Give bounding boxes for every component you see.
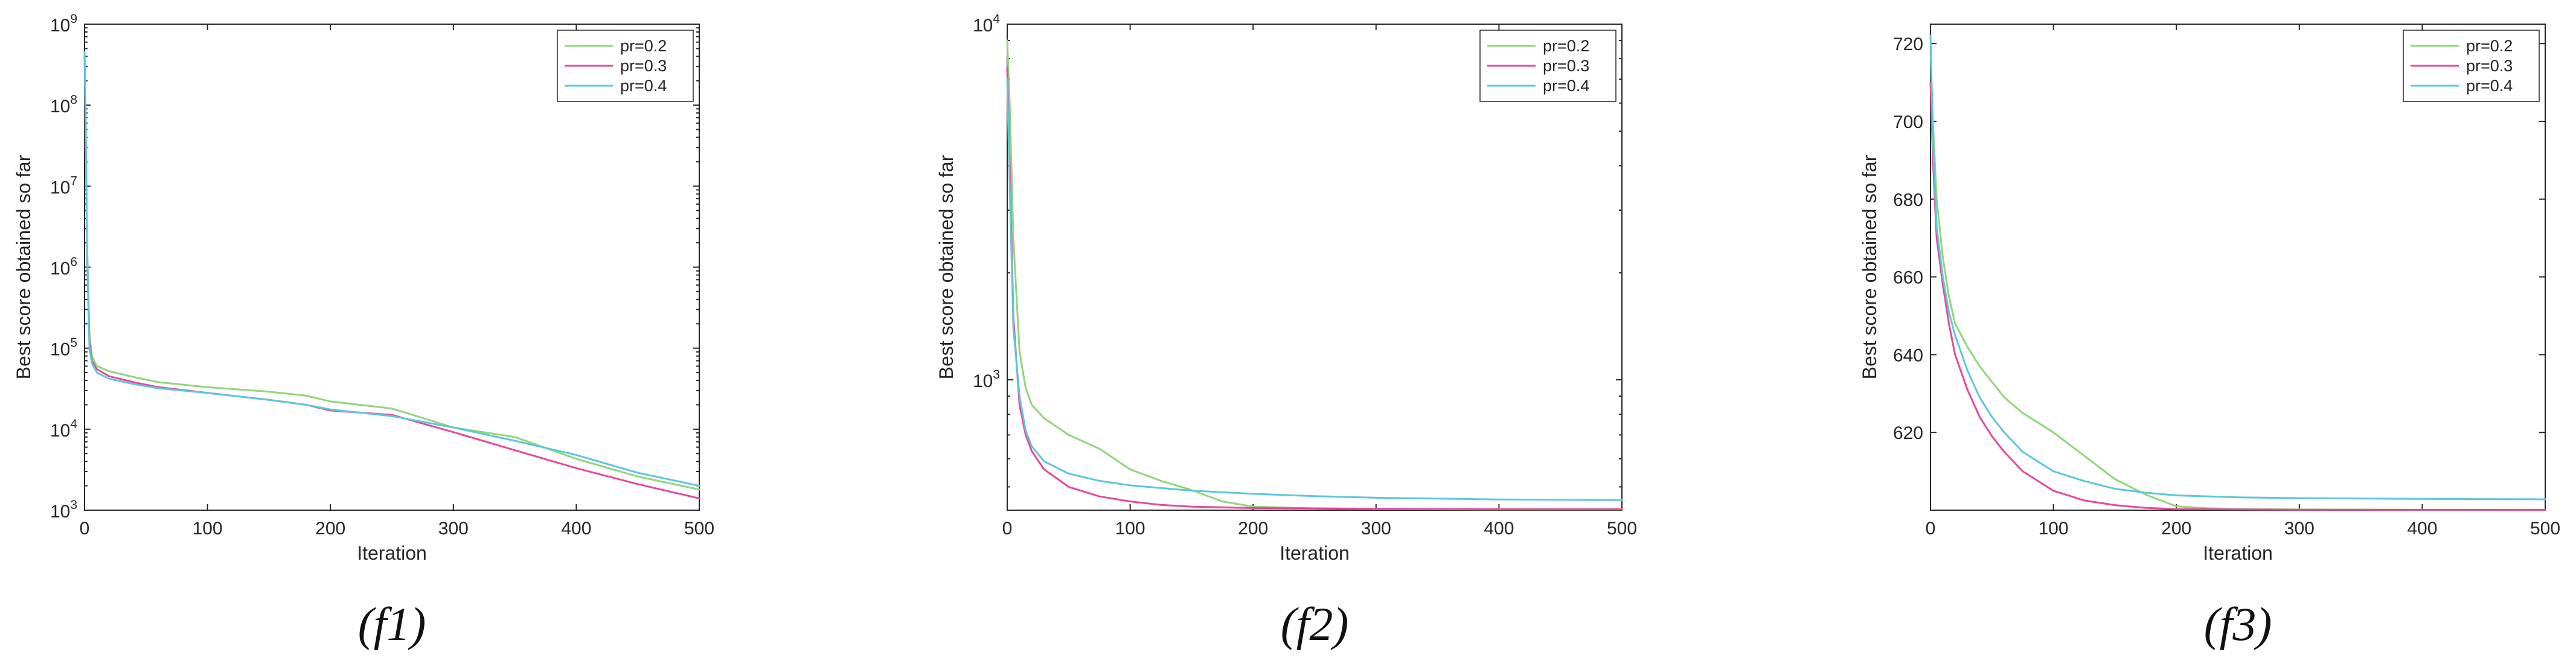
y-tick-label: 700 — [1893, 112, 1923, 132]
x-tick-label: 0 — [1002, 519, 1013, 539]
x-tick-label: 0 — [80, 519, 90, 539]
y-tick-label: 104 — [973, 12, 1000, 36]
y-tick-label: 680 — [1893, 190, 1923, 210]
y-tick-exponent: 4 — [993, 12, 1000, 26]
chart-panel-3: 0 100 200 300 400 500 620 640 660 680 700 720 Iterat… — [1859, 24, 2560, 650]
y-tick-exponent: 5 — [70, 336, 77, 350]
series-line-pr=0.3 — [1929, 82, 2546, 511]
panel-caption: (f2) — [1281, 598, 1349, 650]
legend-label: pr=0.3 — [1543, 57, 1589, 75]
y-tick-exponent: 4 — [70, 417, 77, 431]
x-tick-label: 200 — [315, 519, 345, 539]
plot-area — [1007, 24, 1623, 511]
legend-label: pr=0.4 — [620, 77, 667, 95]
series-line-pr=0.2 — [83, 51, 700, 491]
x-tick-label: 300 — [2284, 519, 2315, 539]
y-tick-label: 105 — [50, 336, 77, 360]
y-tick-exponent: 8 — [70, 93, 77, 107]
y-axis-label: Best score obtained so far — [1859, 155, 1880, 379]
y-tick-base: 10 — [50, 421, 70, 441]
legend-label: pr=0.3 — [620, 57, 667, 75]
series-line-pr=0.4 — [1929, 34, 2546, 501]
y-tick-exponent: 3 — [70, 498, 77, 512]
legend-label: pr=0.2 — [1543, 37, 1589, 55]
legend-label: pr=0.2 — [620, 37, 667, 55]
y-tick-base: 10 — [973, 16, 993, 36]
x-axis-label: Iteration — [2203, 542, 2273, 564]
y-tick-exponent: 6 — [70, 255, 77, 269]
x-tick-label: 100 — [2039, 519, 2069, 539]
series-line-pr=0.2 — [1929, 50, 2546, 511]
y-tick-base: 10 — [50, 340, 70, 360]
y-tick-label: 103 — [973, 368, 1000, 391]
y-tick-label: 620 — [1893, 423, 1923, 443]
x-tick-label: 300 — [438, 519, 469, 539]
y-tick-base: 10 — [50, 259, 70, 279]
y-tick-label: 103 — [50, 498, 77, 522]
x-tick-label: 100 — [193, 519, 223, 539]
x-axis-label: Iteration — [1280, 542, 1350, 564]
y-tick-base: 10 — [50, 178, 70, 197]
x-axis-label: Iteration — [357, 542, 427, 564]
y-tick-base: 10 — [973, 371, 993, 391]
legend-label: pr=0.2 — [2466, 37, 2513, 55]
legend: pr=0.2 pr=0.3 pr=0.4 — [1479, 30, 1616, 102]
panel-caption: (f3) — [2204, 598, 2272, 650]
legend: pr=0.2 pr=0.3 pr=0.4 — [2403, 30, 2540, 102]
y-tick-label: 106 — [50, 255, 77, 279]
x-tick-label: 500 — [2530, 519, 2560, 539]
y-tick-exponent: 3 — [993, 368, 1000, 382]
x-tick-label: 500 — [684, 519, 714, 539]
series-line-pr=0.4 — [83, 51, 700, 487]
x-tick-label: 500 — [1607, 519, 1637, 539]
y-tick-label: 660 — [1893, 268, 1923, 288]
y-tick-label: 104 — [50, 417, 77, 441]
x-tick-label: 100 — [1115, 519, 1145, 539]
y-tick-label: 107 — [50, 174, 77, 197]
y-tick-label: 108 — [50, 93, 77, 117]
series-line-pr=0.3 — [83, 51, 700, 499]
x-tick-label: 0 — [1926, 519, 1936, 539]
x-tick-label: 300 — [1361, 519, 1391, 539]
legend-label: pr=0.4 — [1543, 77, 1589, 95]
y-tick-label: 720 — [1893, 34, 1923, 54]
y-tick-exponent: 9 — [70, 12, 77, 26]
y-tick-label: 640 — [1893, 345, 1923, 365]
x-tick-label: 200 — [1238, 519, 1268, 539]
legend-label: pr=0.4 — [2466, 77, 2513, 95]
y-tick-base: 10 — [50, 502, 70, 522]
x-tick-label: 200 — [2161, 519, 2191, 539]
x-tick-label: 400 — [2407, 519, 2437, 539]
y-tick-base: 10 — [50, 97, 70, 117]
y-axis-label: Best score obtained so far — [13, 155, 34, 379]
series-line-pr=0.2 — [1006, 39, 1623, 511]
y-tick-exponent: 7 — [70, 174, 77, 188]
series-line-pr=0.3 — [1006, 68, 1623, 510]
legend: pr=0.2 pr=0.3 pr=0.4 — [557, 30, 694, 102]
y-tick-base: 10 — [50, 16, 70, 36]
legend-label: pr=0.3 — [2466, 57, 2513, 75]
x-tick-label: 400 — [1484, 519, 1514, 539]
y-axis-label: Best score obtained so far — [935, 155, 957, 379]
x-tick-label: 400 — [561, 519, 591, 539]
y-tick-label: 109 — [50, 12, 77, 36]
chart-panel-1: 0 100 200 300 400 500103104105106107108109Ite… — [13, 12, 714, 650]
panel-caption: (f1) — [358, 598, 426, 650]
series-line-pr=0.4 — [1006, 78, 1623, 501]
